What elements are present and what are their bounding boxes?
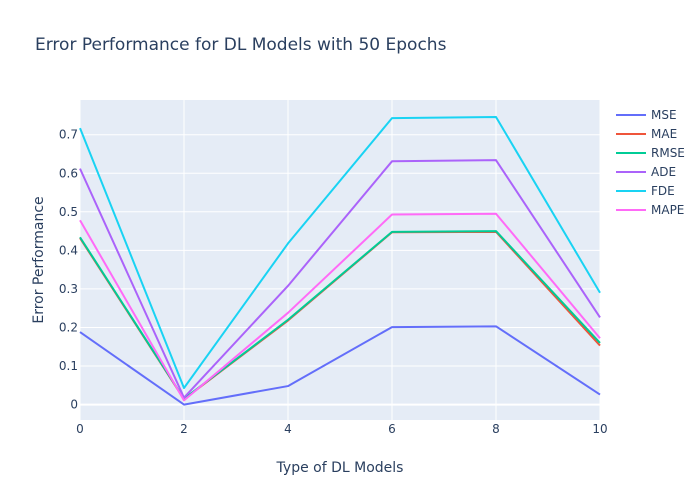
- x-tick-label: 2: [180, 422, 188, 436]
- x-tick-label: 0: [76, 422, 84, 436]
- y-tick-label: 0.5: [59, 205, 78, 219]
- legend: MSE MAE RMSE ADE FDE MAPE: [616, 108, 685, 217]
- y-tick-label: 0.2: [59, 320, 78, 334]
- legend-item-mae[interactable]: MAE: [616, 127, 677, 141]
- legend-item-ade[interactable]: ADE: [616, 165, 676, 179]
- legend-label: MAE: [651, 127, 677, 141]
- y-tick-label: 0.4: [59, 243, 78, 257]
- x-tick-label: 10: [592, 422, 607, 436]
- chart-title: Error Performance for DL Models with 50 …: [35, 35, 447, 55]
- legend-item-fde[interactable]: FDE: [616, 184, 675, 198]
- axis-ticks: 0 2 4 6 8 10 0 0.1 0.2 0.3 0.4 0.5 0.6 0.7: [59, 128, 608, 436]
- x-tick-label: 4: [284, 422, 292, 436]
- series-line-ade: [79, 159, 601, 399]
- series-line-fde: [79, 115, 601, 389]
- legend-label: MSE: [651, 108, 677, 122]
- x-tick-label: 8: [492, 422, 500, 436]
- legend-label: ADE: [651, 165, 676, 179]
- y-tick-label: 0.1: [59, 359, 78, 373]
- x-axis-title: Type of DL Models: [276, 460, 404, 476]
- legend-label: MAPE: [651, 203, 684, 217]
- legend-label: FDE: [651, 184, 675, 198]
- y-axis-title: Error Performance: [31, 196, 47, 323]
- series-lines: [79, 115, 601, 406]
- y-tick-label: 0: [70, 398, 78, 412]
- legend-item-rmse[interactable]: RMSE: [616, 146, 685, 160]
- y-tick-label: 0.3: [59, 282, 78, 296]
- series-line-mse: [79, 325, 601, 406]
- plot-area: [80, 100, 600, 420]
- y-tick-label: 0.7: [59, 128, 78, 142]
- x-tick-label: 6: [388, 422, 396, 436]
- legend-item-mse[interactable]: MSE: [616, 108, 677, 122]
- legend-item-mape[interactable]: MAPE: [616, 203, 684, 217]
- series-line-mape: [79, 212, 601, 402]
- y-tick-label: 0.6: [59, 166, 78, 180]
- legend-label: RMSE: [651, 146, 685, 160]
